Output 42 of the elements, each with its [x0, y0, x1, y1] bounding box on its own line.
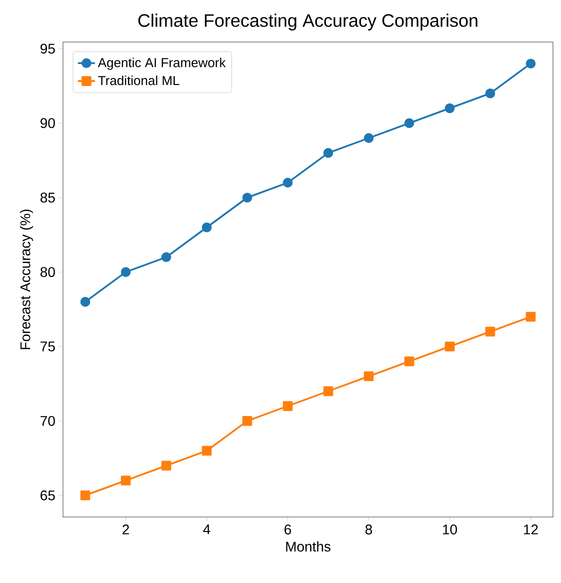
point: [526, 58, 536, 68]
y-tick-label: 80: [40, 267, 55, 278]
point: [444, 342, 455, 352]
point: [242, 416, 252, 426]
point: [80, 296, 90, 307]
y-tick-label: 70: [40, 416, 55, 426]
point: [161, 252, 172, 262]
x-tick-label: 12: [524, 524, 538, 534]
chart-title: Climate Forecasting Accuracy Comparison: [138, 14, 478, 30]
y-tick-label: 75: [40, 342, 55, 352]
point: [202, 222, 212, 232]
point: [242, 192, 252, 202]
x-tick-label: 2: [122, 524, 129, 534]
point: [323, 148, 334, 158]
x-tick-label: 6: [284, 524, 292, 534]
point: [202, 446, 212, 456]
point: [282, 178, 293, 188]
point: [120, 267, 131, 277]
point: [526, 312, 536, 322]
point: [364, 133, 374, 143]
y-tick-label: 85: [40, 192, 55, 203]
legend-label: Agentic AI Framework: [98, 58, 226, 70]
point: [364, 371, 374, 382]
point: [161, 460, 172, 471]
x-tick-label: 8: [365, 524, 372, 534]
point: [444, 103, 455, 114]
point: [485, 88, 496, 98]
y-tick-label: 95: [40, 44, 55, 54]
x-axis-title: Months: [286, 541, 330, 552]
point: [404, 118, 414, 128]
x-tick-label: 10: [443, 524, 457, 534]
point: [120, 476, 131, 486]
y-tick-label: 90: [40, 118, 55, 128]
point: [282, 401, 293, 411]
y-tick-label: 65: [40, 490, 55, 500]
point: [404, 356, 414, 366]
point: [485, 326, 496, 337]
point: [80, 490, 90, 500]
x-tick-label: 4: [203, 524, 210, 534]
legend-label: Traditional ML: [98, 76, 180, 86]
y-axis-title: Forecast Accuracy (%): [20, 210, 34, 350]
point: [323, 386, 334, 396]
